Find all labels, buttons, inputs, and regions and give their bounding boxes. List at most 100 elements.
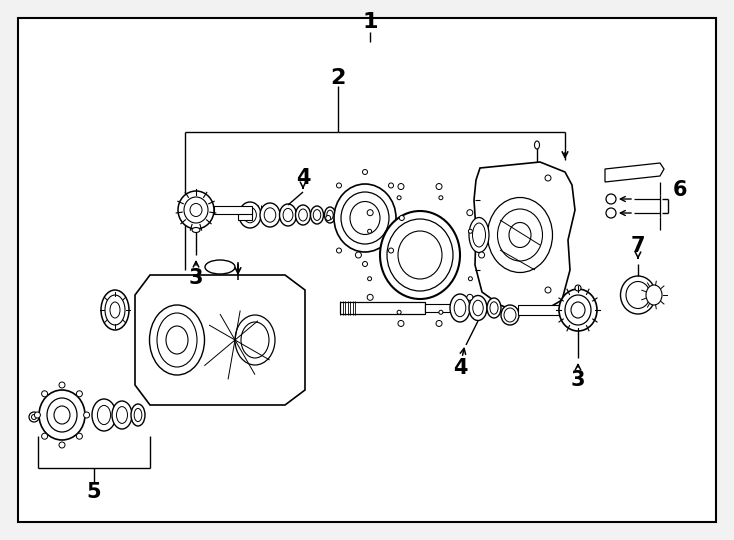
Circle shape — [388, 183, 393, 188]
Circle shape — [467, 210, 473, 215]
Bar — [238, 210, 252, 220]
Circle shape — [59, 442, 65, 448]
Ellipse shape — [92, 399, 116, 431]
Text: 4: 4 — [453, 358, 468, 378]
Text: 5: 5 — [87, 482, 101, 502]
Circle shape — [439, 310, 443, 314]
Ellipse shape — [469, 218, 489, 253]
Ellipse shape — [398, 231, 442, 279]
Ellipse shape — [327, 210, 333, 220]
Ellipse shape — [469, 295, 487, 321]
Polygon shape — [135, 275, 305, 405]
Ellipse shape — [620, 276, 655, 314]
Polygon shape — [474, 162, 575, 312]
Ellipse shape — [112, 401, 132, 429]
Circle shape — [399, 215, 404, 220]
Ellipse shape — [350, 201, 380, 234]
Ellipse shape — [150, 305, 205, 375]
Circle shape — [368, 230, 371, 233]
Ellipse shape — [190, 204, 202, 217]
Ellipse shape — [313, 210, 321, 220]
Ellipse shape — [157, 313, 197, 367]
Ellipse shape — [131, 404, 145, 426]
Ellipse shape — [487, 298, 501, 318]
Ellipse shape — [241, 322, 269, 358]
Circle shape — [76, 391, 82, 397]
Ellipse shape — [184, 197, 208, 223]
Ellipse shape — [559, 289, 597, 331]
Ellipse shape — [296, 205, 310, 225]
Text: 7: 7 — [631, 236, 645, 256]
Circle shape — [59, 382, 65, 388]
Ellipse shape — [310, 206, 324, 224]
Ellipse shape — [110, 302, 120, 318]
Circle shape — [326, 215, 331, 220]
Ellipse shape — [205, 260, 235, 274]
Circle shape — [34, 412, 40, 418]
Circle shape — [467, 294, 473, 300]
Circle shape — [84, 412, 90, 418]
Circle shape — [436, 184, 442, 190]
Ellipse shape — [626, 281, 650, 308]
Ellipse shape — [105, 295, 125, 325]
Text: 2: 2 — [330, 68, 346, 88]
Circle shape — [336, 248, 341, 253]
Text: 6: 6 — [673, 180, 687, 200]
Circle shape — [606, 208, 616, 218]
Circle shape — [398, 320, 404, 327]
Ellipse shape — [341, 192, 389, 244]
Circle shape — [368, 276, 371, 281]
Ellipse shape — [166, 326, 188, 354]
Ellipse shape — [387, 219, 453, 291]
Ellipse shape — [299, 209, 308, 221]
Circle shape — [468, 230, 473, 233]
Ellipse shape — [134, 408, 142, 422]
Ellipse shape — [192, 227, 200, 233]
Ellipse shape — [450, 294, 470, 322]
Circle shape — [355, 252, 361, 258]
Ellipse shape — [101, 290, 129, 330]
Bar — [518, 305, 566, 315]
Circle shape — [479, 252, 484, 258]
Circle shape — [29, 412, 39, 422]
Text: 1: 1 — [363, 12, 378, 32]
Circle shape — [545, 287, 551, 293]
Ellipse shape — [454, 299, 466, 316]
Circle shape — [606, 194, 616, 204]
Circle shape — [575, 285, 581, 291]
Circle shape — [76, 433, 82, 439]
Ellipse shape — [324, 207, 335, 223]
Ellipse shape — [565, 295, 591, 325]
Ellipse shape — [98, 406, 111, 424]
Circle shape — [545, 175, 551, 181]
Circle shape — [468, 276, 473, 281]
Ellipse shape — [54, 406, 70, 424]
Ellipse shape — [380, 211, 460, 299]
Text: 3: 3 — [189, 268, 203, 288]
Ellipse shape — [501, 305, 519, 325]
Circle shape — [397, 310, 401, 314]
Ellipse shape — [117, 407, 128, 423]
Circle shape — [388, 248, 393, 253]
Polygon shape — [605, 163, 664, 182]
Ellipse shape — [264, 208, 276, 222]
Ellipse shape — [504, 308, 516, 322]
Ellipse shape — [473, 300, 483, 316]
Circle shape — [363, 261, 368, 267]
Ellipse shape — [239, 202, 261, 228]
Circle shape — [436, 320, 442, 327]
Ellipse shape — [283, 208, 293, 221]
Ellipse shape — [473, 223, 485, 247]
Ellipse shape — [334, 184, 396, 252]
Text: 4: 4 — [296, 168, 310, 188]
Circle shape — [42, 433, 48, 439]
Ellipse shape — [178, 191, 214, 229]
Ellipse shape — [47, 398, 77, 432]
Text: 3: 3 — [571, 370, 585, 390]
Circle shape — [398, 184, 404, 190]
Ellipse shape — [260, 203, 280, 227]
Circle shape — [367, 210, 373, 215]
Circle shape — [439, 195, 443, 200]
Ellipse shape — [534, 141, 539, 149]
Ellipse shape — [646, 285, 662, 305]
